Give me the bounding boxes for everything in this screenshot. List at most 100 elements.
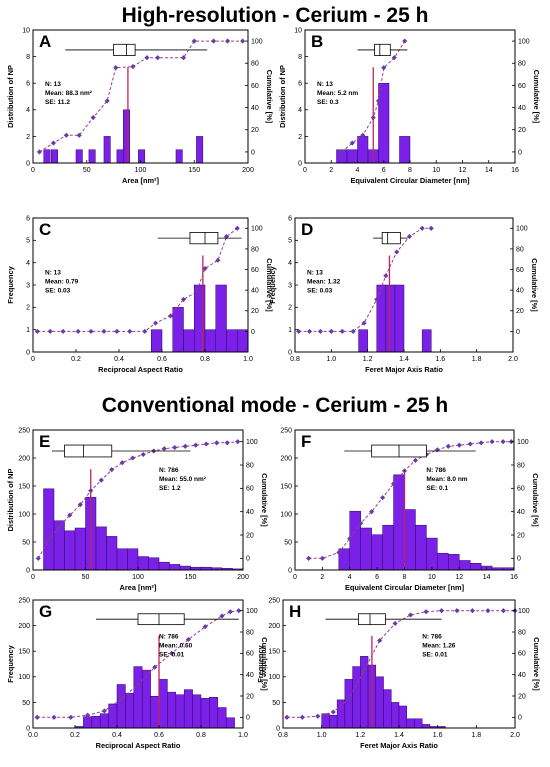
histogram-bar — [151, 329, 163, 353]
stat-mean: Mean: 8.0 nm — [426, 476, 467, 483]
y-axis-title: Frequency — [256, 644, 265, 682]
x-tick-label: 0.8 — [200, 356, 210, 363]
histogram-bar — [125, 692, 135, 729]
y2-tick-label: 40 — [251, 288, 259, 295]
cumulative-marker — [224, 440, 230, 446]
histogram-bar — [385, 284, 396, 353]
panel-letter: C — [39, 220, 51, 239]
y2-tick-label: 20 — [246, 693, 254, 700]
cumulative-marker — [227, 609, 234, 615]
histogram-bar — [172, 307, 184, 353]
cumulative-marker — [118, 696, 124, 702]
y-tick-label: 4 — [26, 107, 30, 114]
cumulative-marker — [46, 537, 52, 543]
stat-se: SE: 0.01 — [159, 651, 185, 658]
histogram-bar — [127, 548, 139, 571]
cumulative-marker — [401, 468, 408, 474]
stat-mean: Mean: 0.60 — [159, 642, 193, 649]
y-axis-title: Frequency — [6, 265, 15, 303]
y-tick-label: 5 — [288, 238, 292, 245]
y-tick-label: 6 — [288, 215, 292, 222]
histogram-bar — [204, 329, 216, 353]
cumulative-marker — [234, 225, 240, 231]
cumulative-marker — [88, 488, 94, 494]
cumulative-marker — [392, 620, 398, 627]
x-tick-label: 0.4 — [114, 356, 124, 363]
y2-tick-label: 60 — [517, 486, 525, 493]
x-tick-label: 0 — [31, 167, 35, 174]
histogram-bar — [404, 509, 416, 571]
y-tick-label: 0 — [26, 160, 30, 167]
y-tick-label: 100 — [268, 674, 280, 681]
panel-letter: H — [289, 602, 301, 621]
y-tick-label: 8 — [298, 54, 302, 61]
cumulative-marker — [98, 477, 104, 483]
cumulative-marker — [34, 714, 40, 720]
histogram-bar — [95, 526, 107, 571]
histogram-bar — [200, 698, 210, 729]
panel-letter: F — [301, 432, 311, 451]
histogram-bar — [421, 329, 432, 353]
x-tick-label: 2.0 — [510, 732, 520, 739]
x-tick-label: 14 — [483, 574, 491, 581]
histogram-bar — [183, 329, 195, 353]
histogram-bar — [148, 557, 160, 571]
cumulative-marker — [428, 225, 434, 231]
y2-tick-label: 0 — [246, 556, 250, 563]
cumulative-marker — [434, 447, 440, 453]
y-tick-label: 100 — [18, 674, 30, 681]
histogram-bar — [378, 82, 390, 164]
x-tick-label: 1.6 — [435, 356, 445, 363]
x-tick-label: 1.0 — [317, 732, 327, 739]
x-tick-label: 12 — [455, 574, 463, 581]
cumulative-marker — [319, 555, 325, 561]
cumulative-marker — [182, 443, 188, 449]
y-tick-label: 50 — [22, 539, 30, 546]
cumulative-marker — [76, 132, 82, 138]
x-tick-label: 12 — [459, 167, 467, 174]
y2-tick-label: 100 — [516, 226, 528, 233]
cumulative-marker — [236, 608, 242, 614]
x-tick-label: 1.0 — [238, 732, 248, 739]
histogram-bar — [406, 718, 415, 729]
y-tick-label: 250 — [18, 597, 30, 604]
cumulative-marker — [193, 442, 199, 448]
histogram-bar — [225, 717, 235, 729]
y2-tick-label: 0 — [516, 329, 520, 336]
cumulative-marker — [180, 296, 187, 303]
histogram-bar — [336, 699, 346, 729]
cumulative-marker — [127, 328, 133, 334]
y-tick-label: 100 — [280, 511, 292, 518]
histogram-bar — [437, 552, 449, 571]
panel-letter: G — [39, 602, 52, 621]
histogram-bar — [469, 563, 482, 571]
y-tick-label: 10 — [294, 27, 302, 34]
y2-axis-title: Cumulative [%] — [260, 637, 269, 691]
cumulative-marker — [347, 535, 353, 542]
histogram-bar — [51, 149, 58, 164]
panel-b: 0 2 4 6 8 10 12 14 160246810020406080100Equivale… — [278, 27, 541, 185]
x-tick-label: 0 — [31, 356, 35, 363]
cumulative-marker — [445, 443, 451, 449]
histogram-bar — [376, 284, 387, 353]
cumulative-marker — [67, 512, 73, 518]
histogram-bar — [103, 136, 111, 164]
cumulative-marker — [130, 455, 136, 461]
cumulative-marker — [56, 524, 62, 530]
histogram-bar — [133, 666, 143, 729]
x-axis-title: Equivalent Circular Diameter [nm] — [350, 176, 470, 185]
x-tick-label: 8 — [408, 167, 412, 174]
x-tick-label: 14 — [485, 167, 493, 174]
stat-mean: Mean: 5.2 nm — [317, 90, 358, 97]
cumulative-marker — [391, 55, 397, 61]
y-tick-label: 200 — [18, 455, 30, 462]
y2-tick-label: 100 — [251, 226, 263, 233]
cumulative-marker — [90, 114, 96, 121]
histogram-bar — [99, 713, 109, 729]
stat-mean: Mean: 55.0 nm² — [159, 476, 207, 483]
y-tick-label: 3 — [26, 282, 30, 289]
y-tick-label: 0 — [288, 567, 292, 574]
x-tick-label: 6 — [382, 167, 386, 174]
